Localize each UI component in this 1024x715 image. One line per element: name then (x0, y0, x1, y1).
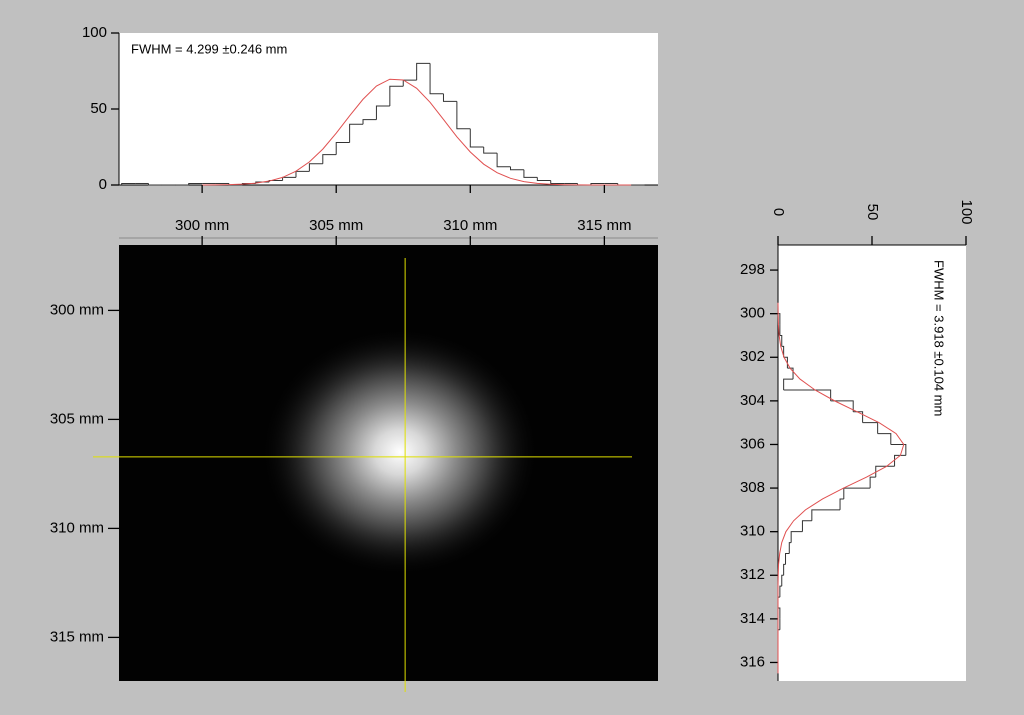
histogram-bin (839, 498, 844, 510)
histogram-bin (783, 389, 832, 401)
histogram-bin (416, 62, 431, 81)
histogram-bin (875, 465, 895, 478)
y-tick-label: 0 (99, 176, 107, 193)
y-tick-label: 50 (90, 100, 107, 117)
fit-curve (202, 78, 632, 186)
histogram-bin (890, 443, 907, 456)
histogram-bin (335, 141, 350, 155)
y-tick-label: 308 (740, 479, 765, 496)
histogram-bin (349, 123, 364, 143)
histogram-bin (877, 433, 892, 445)
y-tick-label: 316 (740, 653, 765, 670)
histogram-bin (783, 378, 794, 390)
histogram-bin (869, 476, 876, 489)
beam-spot (260, 327, 540, 577)
histogram-bin (811, 509, 841, 521)
x-tick-label: 300 mm (175, 217, 229, 234)
y-tick-label: 315 mm (50, 628, 104, 645)
histogram-bin (787, 367, 794, 380)
histogram-bin (308, 163, 323, 172)
histogram-bin (783, 356, 788, 369)
histogram-bin (147, 183, 162, 186)
y-tick-label: 310 (740, 523, 765, 540)
histogram-bin (550, 180, 565, 184)
histogram-bin (781, 574, 784, 587)
y-tick-label: 100 (82, 24, 107, 41)
y-tick-label: 304 (740, 392, 765, 409)
x-tick-label: 50 (864, 204, 881, 221)
top-annotation: FWHM = 4.299 ±0.246 mm (131, 41, 287, 56)
histogram-bin (862, 422, 879, 434)
histogram-bin (429, 63, 444, 95)
histogram-bin (778, 607, 781, 619)
x-tick-label: 0 (770, 208, 787, 216)
histogram-bin (788, 542, 792, 554)
histogram-bin (830, 400, 854, 412)
x-tick-label: 100 (958, 199, 975, 224)
y-tick-label: 302 (740, 348, 765, 365)
side-plot-area (778, 245, 966, 681)
histogram-bin (375, 105, 390, 120)
histogram-bin (894, 454, 906, 467)
y-tick-label: 306 (740, 435, 765, 452)
x-tick-label: 305 mm (309, 217, 363, 234)
histogram-bin (801, 520, 812, 532)
histogram-bin (510, 166, 524, 171)
histogram-bin (785, 552, 790, 565)
x-tick-label: 315 mm (577, 217, 631, 234)
histogram-bin (781, 345, 785, 358)
histogram-bin (483, 147, 498, 154)
top-plot-area (119, 33, 658, 185)
histogram-bin (362, 119, 377, 125)
histogram-bin (322, 154, 337, 164)
x-tick-label: 310 mm (443, 217, 497, 234)
histogram-bin (469, 128, 484, 148)
histogram-bin (442, 93, 457, 102)
y-tick-label: 312 (740, 566, 765, 583)
y-tick-label: 300 mm (50, 301, 104, 318)
histogram-bin (536, 177, 551, 181)
histogram-bin (456, 101, 471, 130)
histogram-bin (790, 531, 803, 543)
histogram-bin (188, 182, 203, 185)
fit-curve (777, 302, 905, 674)
histogram-bin (389, 85, 404, 106)
histogram-bin (496, 153, 511, 168)
y-tick-label: 300 (740, 305, 765, 322)
histogram-bin (523, 169, 538, 178)
histogram-bin (779, 334, 783, 347)
y-tick-label: 305 mm (50, 410, 104, 427)
y-tick-label: 310 mm (50, 519, 104, 536)
histogram-bin (779, 585, 782, 598)
side-annotation: FWHM = 3.918 ±0.104 mm (932, 260, 947, 416)
histogram-bin (783, 563, 786, 576)
histogram-bin (121, 182, 136, 185)
y-tick-label: 314 (740, 610, 765, 627)
y-tick-label: 298 (740, 261, 765, 278)
